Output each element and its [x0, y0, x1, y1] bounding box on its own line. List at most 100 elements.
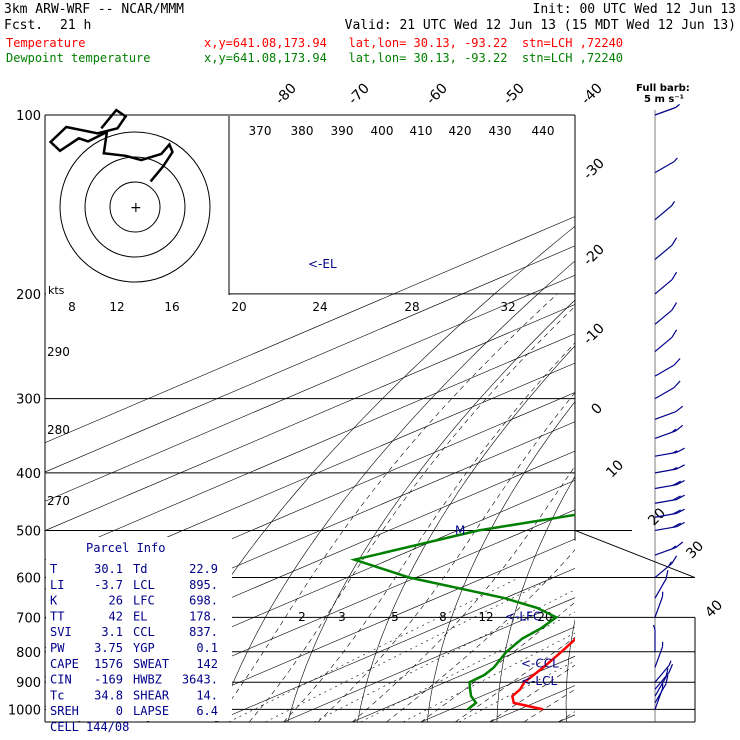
hodograph-ring-label: 8	[68, 300, 76, 314]
isotherm-line	[45, 362, 575, 590]
dewpoint-line	[349, 513, 575, 711]
parcel-key: TT	[50, 609, 64, 623]
isotherm-label: 40	[702, 597, 726, 621]
model-title: 3km ARW-WRF -- NCAR/MMM	[4, 2, 185, 17]
isotherm-label: -30	[580, 155, 607, 182]
wind-barb	[654, 683, 667, 704]
parcel-key: T	[50, 562, 57, 576]
wind-barb-flag	[672, 495, 681, 501]
theta-left-label: 270	[47, 494, 70, 508]
pressure-label: 100	[16, 109, 41, 124]
isotherm-line	[45, 480, 575, 707]
pressure-label: 300	[16, 393, 41, 408]
moist-adiabat-line	[283, 342, 575, 722]
temperature-location: x,y=641.08,173.94 lat,lon= 30.13, -93.22…	[204, 36, 624, 50]
theta-label: 440	[532, 124, 555, 138]
mixing-ratio-label: 2	[298, 610, 306, 624]
isotherm-label: -20	[580, 241, 607, 268]
wind-barb-flag	[675, 103, 680, 108]
isotherm-line	[352, 626, 575, 722]
dry-adiabat-line	[287, 299, 575, 722]
hodograph-unit: kts	[48, 284, 65, 297]
moist-adiabat-line	[352, 465, 575, 722]
dry-adiabat-line	[148, 225, 575, 722]
parcel-key: HWBZ	[133, 673, 162, 687]
hodograph-ring-label: 28	[404, 300, 419, 314]
isotherm-line	[45, 392, 575, 619]
dry-adiabat-line	[565, 618, 575, 722]
isotherm-line	[558, 714, 575, 722]
wind-barb-flag	[671, 200, 676, 206]
parcel-value: 698.	[189, 594, 218, 608]
wind-barb-flag	[673, 380, 681, 389]
isotherm-line	[77, 509, 575, 722]
isotherm-line	[420, 655, 575, 722]
theta-left-label: 280	[47, 423, 70, 437]
isotherm-label: -50	[500, 80, 527, 107]
mixing-ratio-label: 8	[439, 610, 447, 624]
parcel-key: CELL	[50, 720, 79, 734]
wind-barb-flag	[671, 237, 678, 246]
parcel-key: SHEAR	[133, 688, 170, 702]
parcel-value: 0.1	[196, 641, 218, 655]
isotherm-line	[45, 216, 575, 444]
wind-barb-flag	[676, 479, 685, 486]
isotherm-line	[627, 115, 740, 722]
level-marker: <-LFC	[505, 610, 541, 624]
wind-barb-flag	[668, 663, 674, 673]
mixing-ratio-label: 5	[391, 610, 399, 624]
barb-unit: 5 m s⁻¹	[644, 94, 684, 105]
parcel-value: 0	[116, 704, 123, 718]
parcel-value: -3.7	[94, 578, 123, 592]
parcel-key: K	[50, 594, 58, 608]
moist-adiabat-line	[214, 293, 558, 722]
wind-barbs	[652, 103, 685, 722]
hodograph-background	[46, 116, 229, 295]
parcel-key: PW	[50, 641, 65, 655]
level-marker: <-EL	[308, 257, 337, 271]
wind-barb-flag	[672, 450, 678, 454]
isotherm-label: -80	[272, 80, 299, 107]
temperature-legend: Temperature	[6, 36, 86, 50]
dewpoint-legend: Dewpoint temperature	[6, 51, 151, 65]
isotherm-label: 30	[683, 538, 707, 562]
parcel-title: Parcel Info	[86, 541, 165, 555]
isotherm-label: -10	[580, 320, 607, 347]
wind-barb-flag	[676, 521, 685, 528]
wind-barb-flag	[672, 522, 681, 528]
isotherm-line	[45, 304, 575, 531]
parcel-key: SREH	[50, 704, 79, 718]
wind-barb-flag	[671, 428, 677, 433]
parcel-value: -169	[94, 673, 123, 687]
wind-barb	[654, 336, 673, 352]
pressure-label: 700	[16, 611, 41, 626]
wind-barb	[654, 106, 676, 116]
pressure-label: 200	[16, 288, 41, 303]
right-edge-diagonal	[574, 530, 696, 579]
parcel-value: 895.	[189, 578, 218, 592]
moist-adiabat-line	[248, 305, 575, 722]
isotherm-label: -70	[345, 80, 372, 107]
dry-adiabat-line	[699, 115, 740, 722]
wind-barb	[654, 244, 673, 260]
parcel-key: LFC	[133, 594, 155, 608]
parcel-value: 1576	[94, 657, 123, 671]
wind-barb	[654, 676, 667, 697]
wind-barb-flag	[671, 329, 678, 338]
wind-barb	[654, 205, 673, 221]
parcel-key: CCL	[133, 625, 155, 639]
wind-barb	[654, 161, 675, 174]
dry-adiabat-line	[496, 475, 575, 722]
wind-barb	[654, 411, 676, 420]
theta-label: 410	[410, 124, 433, 138]
parcel-value: 26	[109, 594, 123, 608]
mixing-ratio-line	[313, 589, 575, 722]
dry-adiabat-line	[217, 260, 575, 722]
hodograph-ring	[84, 156, 186, 258]
pressure-label: 1000	[8, 703, 41, 718]
barb-title: Full barb:	[636, 83, 690, 94]
parcel-background	[46, 537, 232, 721]
wind-barb-flag	[673, 157, 678, 162]
parcel-key: SWEAT	[133, 657, 169, 671]
hodograph-ring-label: 24	[312, 300, 327, 314]
